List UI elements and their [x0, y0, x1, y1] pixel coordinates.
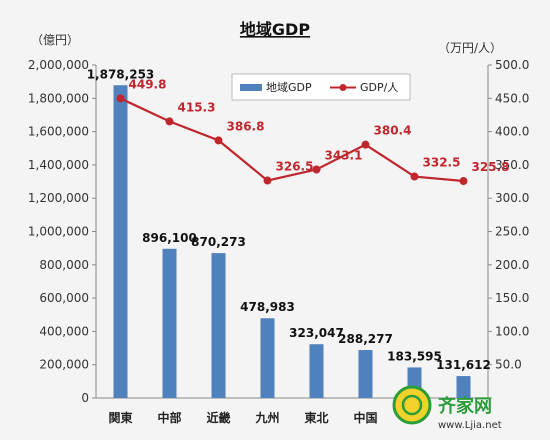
- line-value-label: 326.5: [276, 160, 314, 174]
- left-tick-label: 1,200,000: [28, 191, 89, 205]
- bar: [113, 85, 128, 398]
- line-point: [165, 117, 174, 126]
- legend-bar-label: 地域GDP: [266, 81, 312, 94]
- left-tick-label: 2,000,000: [28, 58, 89, 72]
- line-value-label: 386.8: [227, 119, 265, 133]
- bar-value-label: 478,983: [240, 300, 295, 314]
- left-tick-label: 0: [81, 391, 89, 405]
- line-point: [214, 136, 223, 145]
- bar-value-label: 896,100: [142, 231, 197, 245]
- left-tick-label: 400,000: [39, 324, 89, 338]
- right-tick-label: 500.0: [495, 58, 529, 72]
- left-tick-label: 600,000: [39, 291, 89, 305]
- line-point: [116, 94, 125, 103]
- left-tick-label: 1,000,000: [28, 225, 89, 239]
- line-data-labels: 449.8 415.3 386.8 326.5 343.1 380.4 332.5 325.8: [129, 77, 510, 174]
- bar-value-label: 870,273: [191, 235, 246, 249]
- left-tick-label: 1,400,000: [28, 158, 89, 172]
- legend: 地域GDP GDP/人: [231, 73, 411, 101]
- line-value-label: 449.8: [129, 77, 167, 91]
- left-tick-label: 800,000: [39, 258, 89, 272]
- bar: [211, 253, 226, 398]
- right-tick-label: 100.0: [495, 324, 529, 338]
- left-tick-label: 1,600,000: [28, 125, 89, 139]
- right-tick-label: 300.0: [495, 191, 529, 205]
- snail-logo-icon: [392, 385, 432, 425]
- bar-value-label: 323,047: [289, 326, 344, 340]
- chart-title: 地域GDP: [240, 20, 310, 39]
- left-tick-label: 200,000: [39, 358, 89, 372]
- watermark-url: www.Ljia.net: [438, 420, 502, 431]
- legend-line-marker: [339, 84, 347, 91]
- legend-line-label: GDP/人: [360, 81, 398, 94]
- bar-value-label: 183,595: [387, 349, 442, 363]
- right-tick-label: 450.0: [495, 91, 529, 105]
- right-axis-unit: （万円/人）: [438, 41, 502, 55]
- right-tick-label: 200.0: [495, 258, 529, 272]
- line-value-label: 415.3: [178, 100, 216, 114]
- watermark-text: 齐家网: [438, 395, 492, 417]
- left-tick-label: 1,800,000: [28, 91, 89, 105]
- category-label: 東北: [304, 410, 328, 425]
- line-point: [361, 140, 370, 149]
- category-label: 九州: [254, 410, 279, 425]
- bar: [309, 344, 324, 398]
- axes: 0200,000400,000600,000800,0001,000,0001,…: [28, 58, 529, 405]
- right-tick-label: 150.0: [495, 291, 529, 305]
- line-point: [410, 172, 419, 181]
- category-labels: 関東 中部 近畿 九州 東北 中国: [108, 410, 377, 425]
- line-point: [459, 177, 468, 186]
- line-value-label: 380.4: [374, 124, 412, 138]
- line-point: [263, 176, 272, 185]
- bar-value-label: 288,277: [338, 332, 393, 346]
- line-value-label: 343.1: [325, 148, 363, 162]
- line-value-label: 325.8: [472, 160, 510, 174]
- snail-shell-icon: [401, 394, 423, 416]
- category-label: 関東: [108, 410, 132, 425]
- category-label: 中国: [353, 410, 377, 425]
- watermark: 齐家网 www.Ljia.net: [392, 385, 502, 431]
- bar-value-label: 1,878,253: [87, 67, 155, 81]
- bar: [260, 318, 275, 398]
- right-tick-label: 400.0: [495, 125, 529, 139]
- bar: [456, 376, 471, 398]
- line-point: [312, 165, 321, 174]
- bar: [358, 350, 373, 398]
- bar-value-label: 131,612: [436, 358, 491, 372]
- category-label: 近畿: [206, 410, 230, 425]
- right-tick-label: 350.0: [495, 158, 529, 172]
- line-path: [120, 97, 464, 183]
- category-label: 中部: [157, 410, 181, 425]
- left-axis-unit: （億円）: [31, 33, 79, 47]
- right-tick-label: 250.0: [495, 225, 529, 239]
- right-tick-label: 50.0: [495, 358, 522, 372]
- bar: [162, 248, 177, 398]
- line-value-label: 332.5: [423, 156, 461, 170]
- legend-bar-swatch: [240, 84, 262, 91]
- line-series: [116, 94, 468, 186]
